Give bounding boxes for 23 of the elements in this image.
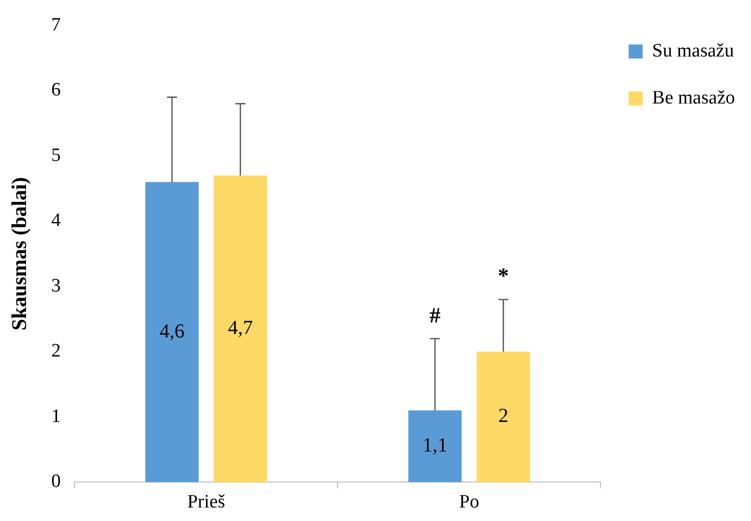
x-tick-label: Prieš — [187, 492, 226, 513]
y-tick-label: 6 — [51, 80, 61, 101]
legend-label: Su masažu — [652, 40, 734, 62]
bar — [408, 410, 462, 482]
data-label: 2 — [498, 405, 508, 428]
bar — [476, 352, 530, 482]
y-tick-label: 3 — [51, 275, 61, 296]
y-tick-label: 1 — [51, 406, 61, 427]
y-axis-title: Skausmas (balai) — [7, 177, 32, 331]
data-label: 4,6 — [160, 320, 185, 342]
data-label: 4,7 — [228, 317, 253, 340]
data-label: 1,1 — [422, 434, 448, 457]
annotation: # — [429, 302, 440, 328]
x-tick-label: Po — [459, 492, 480, 513]
y-tick-label: 2 — [51, 340, 61, 362]
bar — [145, 182, 199, 482]
y-tick-label: 4 — [51, 210, 62, 232]
y-tick-label: 7 — [51, 14, 61, 36]
bar — [214, 175, 268, 482]
y-tick-label: 5 — [51, 144, 61, 166]
y-tick-label: 0 — [51, 471, 61, 492]
annotation: * — [498, 263, 509, 288]
legend-label: Be masažo — [652, 87, 735, 108]
